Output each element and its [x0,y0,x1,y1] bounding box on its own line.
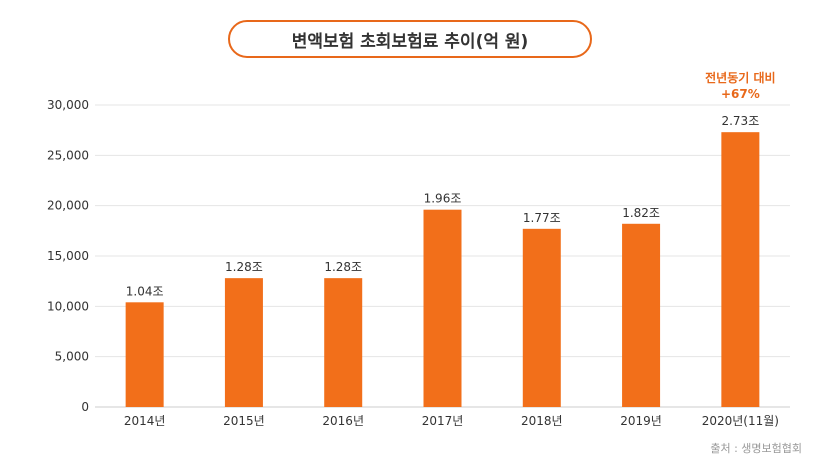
y-tick-label: 15,000 [47,249,89,263]
bar [125,302,164,407]
y-tick-label: 25,000 [47,148,89,162]
bar [721,132,760,407]
x-tick-label: 2015년 [223,414,265,428]
data-label: 1.77조 [523,211,561,225]
bar [622,223,661,407]
x-tick-label: 2019년 [620,414,662,428]
y-tick-label: 20,000 [47,199,89,213]
chart-title: 변액보험 초회보험료 추이(억 원) [291,31,529,52]
data-label: 1.28조 [324,260,362,274]
x-tick-label: 2017년 [422,414,464,428]
annotation-line2: +67% [721,87,760,101]
y-tick-label: 5,000 [55,350,89,364]
x-tick-label: 2016년 [322,414,364,428]
data-label: 1.82조 [622,206,660,220]
bar [522,228,561,407]
bar [423,209,462,407]
x-tick-label: 2014년 [124,414,166,428]
x-tick-label: 2018년 [521,414,563,428]
bar [224,278,263,407]
source-note: 출처 : 생명보험협회 [710,442,802,455]
data-label: 1.04조 [126,284,164,298]
annotation-line1: 전년동기 대비 [705,70,775,85]
x-tick-label: 2020년(11월) [702,414,779,428]
y-tick-label: 0 [81,400,89,414]
data-label: 1.96조 [424,192,462,206]
y-tick-label: 30,000 [47,98,89,112]
y-tick-label: 10,000 [47,299,89,313]
bar [324,278,363,407]
chart-title-pill: 변액보험 초회보험료 추이(억 원) [228,20,592,58]
data-label: 1.28조 [225,260,263,274]
data-label: 2.73조 [721,114,759,128]
